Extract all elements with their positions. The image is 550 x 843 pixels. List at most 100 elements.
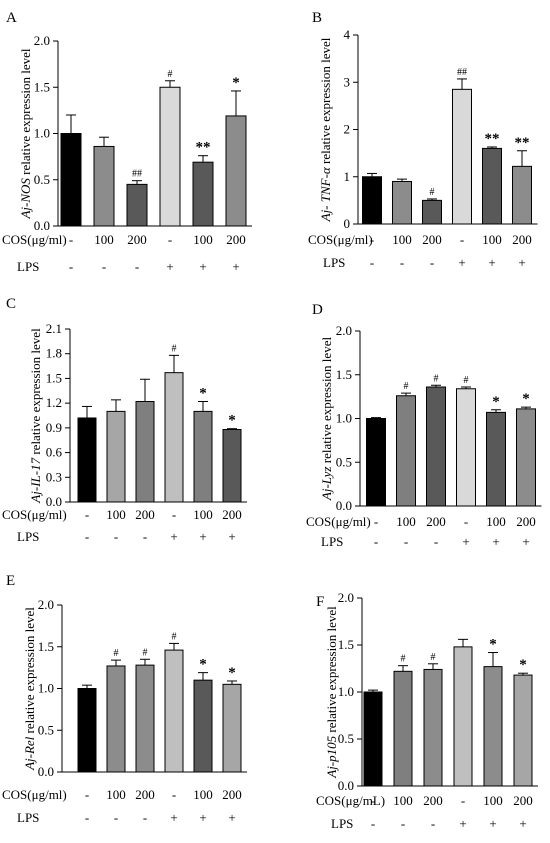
y-axis-label-text: relative expression level bbox=[319, 337, 334, 467]
lps-row-label: LPS bbox=[17, 529, 39, 544]
bar bbox=[393, 670, 413, 787]
significance-mark: # bbox=[172, 631, 177, 642]
chart-panel-e: E0.00.51.01.52.0Aj-Rel relative expressi… bbox=[2, 573, 247, 825]
lps-value: - bbox=[102, 259, 106, 274]
cos-value: - bbox=[69, 232, 73, 247]
significance-mark: ** bbox=[515, 135, 530, 151]
bar bbox=[483, 666, 503, 787]
y-axis-label: Aj-NOS relative expression level bbox=[18, 48, 33, 219]
y-axis-label-gene: Aj-IL-17 bbox=[28, 457, 43, 503]
cos-value: 200 bbox=[135, 787, 155, 802]
cos-row-label: COS(μg/ml) bbox=[308, 232, 373, 247]
cos-value: - bbox=[374, 514, 378, 529]
bar bbox=[77, 417, 97, 503]
cos-value: - bbox=[85, 787, 89, 802]
lps-row-label: LPS bbox=[323, 255, 345, 270]
lps-value: - bbox=[401, 816, 405, 831]
y-tick-label: 2 bbox=[344, 122, 351, 137]
bar bbox=[192, 161, 214, 227]
lps-value: + bbox=[522, 534, 529, 549]
lps-value: + bbox=[458, 255, 465, 270]
y-tick-label: 2.0 bbox=[38, 597, 54, 612]
chart-panel-b: B 0 1 2 3 4 Aj- TNF-α relative expression leve… bbox=[308, 10, 538, 270]
lps-value: - bbox=[431, 816, 435, 831]
lps-value: + bbox=[459, 816, 466, 831]
lps-value: - bbox=[69, 259, 73, 274]
significance-mark: * bbox=[199, 385, 207, 401]
bar bbox=[453, 646, 473, 787]
y-tick-label: 1.0 bbox=[336, 411, 352, 426]
y-tick-label: 0 bbox=[344, 216, 351, 231]
y-tick-label: 0.0 bbox=[336, 498, 352, 513]
significance-mark: * bbox=[522, 391, 530, 407]
y-tick-label: 1.2 bbox=[46, 395, 62, 410]
cos-value: 200 bbox=[513, 793, 533, 808]
bar bbox=[423, 668, 443, 787]
y-tick-label: 0.6 bbox=[46, 445, 63, 460]
chart-panel-c: C0.00.30.60.91.21.51.82.1Aj-IL-17 relati… bbox=[2, 296, 247, 544]
lps-value: - bbox=[85, 810, 89, 825]
significance-mark: # bbox=[464, 375, 469, 386]
lps-row-label: LPS bbox=[17, 810, 39, 825]
significance-mark: # bbox=[434, 373, 439, 384]
lps-value: - bbox=[404, 534, 408, 549]
lps-value: + bbox=[199, 810, 206, 825]
bar bbox=[193, 679, 213, 773]
cos-value: - bbox=[464, 514, 468, 529]
cos-value: - bbox=[168, 232, 172, 247]
significance-mark: * bbox=[199, 657, 207, 673]
lps-value: + bbox=[228, 529, 235, 544]
lps-value: + bbox=[489, 816, 496, 831]
cos-value: 100 bbox=[392, 232, 412, 247]
y-tick-label: 1.5 bbox=[38, 639, 54, 654]
cos-value: 100 bbox=[193, 787, 213, 802]
cos-value: 200 bbox=[426, 514, 446, 529]
cos-value: 200 bbox=[135, 507, 155, 522]
significance-mark: ** bbox=[196, 140, 211, 156]
cos-row-label: COS(μg/ml) bbox=[2, 232, 67, 247]
lps-value: + bbox=[170, 529, 177, 544]
lps-value: - bbox=[143, 810, 147, 825]
cos-value: 200 bbox=[512, 232, 532, 247]
y-tick-label: 1.5 bbox=[46, 370, 62, 385]
panel-label: A bbox=[6, 10, 17, 26]
cos-value: - bbox=[371, 793, 375, 808]
cos-value: - bbox=[85, 507, 89, 522]
lps-value: + bbox=[199, 259, 206, 274]
y-axis-label-text: relative expression level bbox=[324, 606, 339, 736]
bar bbox=[193, 410, 213, 503]
cos-value: 100 bbox=[106, 787, 126, 802]
bar bbox=[422, 199, 442, 225]
lps-value: - bbox=[400, 255, 404, 270]
bar bbox=[225, 115, 247, 227]
y-axis-label-text: relative expression level bbox=[18, 48, 33, 178]
lps-value: + bbox=[488, 255, 495, 270]
panel-label: E bbox=[6, 573, 15, 589]
lps-value: - bbox=[114, 529, 118, 544]
lps-value: - bbox=[434, 534, 438, 549]
y-tick-label: 1.0 bbox=[34, 126, 50, 141]
lps-value: - bbox=[135, 259, 139, 274]
cos-value: 200 bbox=[127, 232, 147, 247]
bar bbox=[164, 649, 184, 773]
significance-mark: * bbox=[489, 637, 497, 653]
panel-label: B bbox=[312, 10, 322, 26]
cos-value: 200 bbox=[226, 232, 246, 247]
chart-panel-d: D0.00.51.01.52.0Aj-Lyz relative expressi… bbox=[306, 302, 542, 549]
bar bbox=[366, 418, 386, 507]
y-tick-label: 2.1 bbox=[46, 321, 62, 336]
cos-value: - bbox=[461, 793, 465, 808]
y-axis-label-gene: Aj-p105 bbox=[324, 735, 339, 778]
significance-mark: * bbox=[232, 75, 240, 91]
y-tick-label: 3 bbox=[344, 74, 351, 89]
bar bbox=[60, 133, 82, 227]
lps-value: - bbox=[114, 810, 118, 825]
y-axis-label-text: relative expression level bbox=[22, 607, 37, 737]
y-tick-label: 0.0 bbox=[46, 494, 62, 509]
cos-value: 100 bbox=[483, 793, 503, 808]
y-tick-label: 1.5 bbox=[338, 637, 354, 652]
significance-mark: # bbox=[431, 652, 436, 663]
cos-value: 100 bbox=[396, 514, 416, 529]
lps-value: - bbox=[371, 816, 375, 831]
